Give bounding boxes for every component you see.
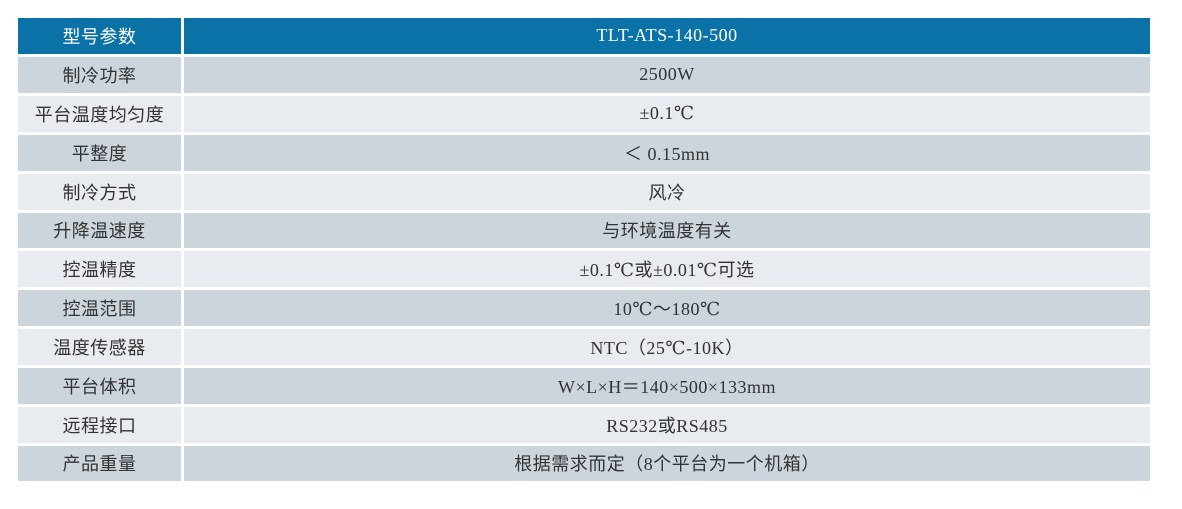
spec-label-cell: 温度传感器 bbox=[18, 329, 184, 369]
spec-label-cell: 平整度 bbox=[18, 134, 184, 174]
spec-row-control-range: 控温范围 10℃～180℃ bbox=[18, 290, 1150, 330]
model-header-cell: TLT-ATS-140-500 bbox=[184, 18, 1150, 57]
spec-value-cell: RS232或RS485 bbox=[184, 407, 1150, 446]
spec-value-cell: W×L×H＝140×500×133mm bbox=[184, 368, 1150, 408]
spec-label-cell: 平台体积 bbox=[18, 368, 184, 408]
spec-value-cell: 与环境温度有关 bbox=[184, 212, 1150, 252]
spec-row-control-accuracy: 控温精度 ±0.1℃或±0.01℃可选 bbox=[18, 251, 1150, 291]
spec-row-ramp-rate: 升降温速度 与环境温度有关 bbox=[18, 212, 1150, 252]
spec-row-product-weight: 产品重量 根据需求而定（8个平台为一个机箱） bbox=[18, 445, 1150, 481]
header-row: 型号参数 TLT-ATS-140-500 bbox=[18, 18, 1150, 57]
spec-value-cell: ±0.1℃ bbox=[184, 95, 1150, 135]
spec-row-temp-uniformity: 平台温度均匀度 ±0.1℃ bbox=[18, 95, 1150, 135]
spec-value-cell: NTC（25℃-10K） bbox=[184, 329, 1150, 369]
spec-value-cell: ＜ 0.15mm bbox=[184, 134, 1150, 174]
spec-label-cell: 控温精度 bbox=[18, 251, 184, 291]
spec-label-cell: 平台温度均匀度 bbox=[18, 95, 184, 135]
spec-row-flatness: 平整度 ＜ 0.15mm bbox=[18, 134, 1150, 174]
param-header-cell: 型号参数 bbox=[18, 18, 184, 57]
spec-label-cell: 产品重量 bbox=[18, 445, 184, 481]
spec-value-cell: 根据需求而定（8个平台为一个机箱） bbox=[184, 445, 1150, 481]
spec-row-platform-size: 平台体积 W×L×H＝140×500×133mm bbox=[18, 368, 1150, 408]
spec-value-cell: 2500W bbox=[184, 56, 1150, 96]
spec-row-cooling-power: 制冷功率 2500W bbox=[18, 56, 1150, 96]
spec-label-cell: 控温范围 bbox=[18, 290, 184, 330]
spec-label-cell: 升降温速度 bbox=[18, 212, 184, 252]
spec-label-cell: 远程接口 bbox=[18, 407, 184, 446]
spec-row-remote-interface: 远程接口 RS232或RS485 bbox=[18, 407, 1150, 446]
spec-label-cell: 制冷方式 bbox=[18, 173, 184, 213]
spec-row-temp-sensor: 温度传感器 NTC（25℃-10K） bbox=[18, 329, 1150, 369]
spec-value-cell: 10℃～180℃ bbox=[184, 290, 1150, 330]
spec-value-cell: ±0.1℃或±0.01℃可选 bbox=[184, 251, 1150, 291]
spec-value-cell: 风冷 bbox=[184, 173, 1150, 213]
spec-table: 型号参数 TLT-ATS-140-500 制冷功率 2500W 平台温度均匀度 … bbox=[18, 18, 1150, 481]
spec-label-cell: 制冷功率 bbox=[18, 56, 184, 96]
spec-row-cooling-method: 制冷方式 风冷 bbox=[18, 173, 1150, 213]
